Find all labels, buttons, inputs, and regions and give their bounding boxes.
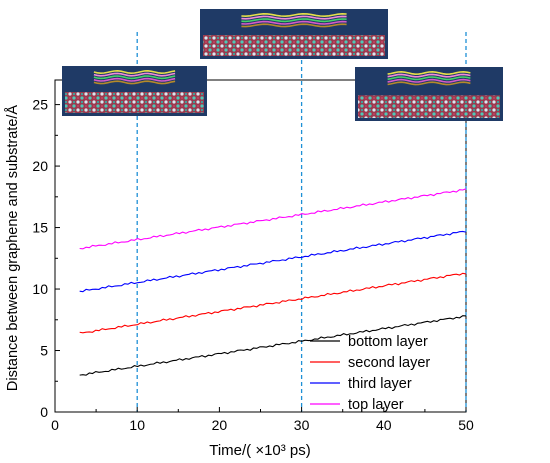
y-tick-label: 25: [32, 97, 48, 113]
y-tick-label: 5: [40, 343, 48, 359]
legend-label: bottom layer: [348, 334, 428, 350]
y-tick-label: 15: [32, 220, 48, 236]
series-line-third-layer: [79, 230, 467, 293]
x-axis-title: Time/( ×10³ ps): [209, 442, 311, 459]
legend: bottom layer second layer third layer top l…: [310, 334, 430, 413]
y-tick-label: 0: [40, 404, 48, 420]
x-tick-label: 0: [51, 417, 59, 433]
x-tick-label: 20: [212, 417, 228, 433]
y-axis: 0 5 10 15 20 25: [32, 97, 60, 420]
y-tick-label: 20: [32, 158, 48, 174]
series-line-bottom-layer: [79, 315, 467, 376]
series-line-second-layer: [79, 272, 467, 334]
series-line-top-layer: [79, 188, 467, 250]
x-tick-label: 30: [294, 417, 310, 433]
inset-snapshots: [62, 9, 503, 121]
series-group: [79, 188, 467, 376]
legend-label: third layer: [348, 376, 412, 392]
x-tick-label: 10: [129, 417, 145, 433]
graphene-layers-on-substrate-icon: [62, 66, 207, 116]
x-tick-label: 50: [458, 417, 474, 433]
x-tick-label: 40: [376, 417, 392, 433]
y-axis-title: Distance between graphene and substrate/…: [4, 105, 21, 391]
x-axis: 0 10 20 30 40 50: [51, 407, 474, 433]
legend-label: second layer: [348, 355, 430, 371]
y-tick-label: 10: [32, 281, 48, 297]
graphene-layers-on-substrate-icon: [200, 9, 388, 59]
legend-label: top layer: [348, 397, 404, 413]
graphene-layers-on-substrate-icon: [355, 67, 503, 121]
